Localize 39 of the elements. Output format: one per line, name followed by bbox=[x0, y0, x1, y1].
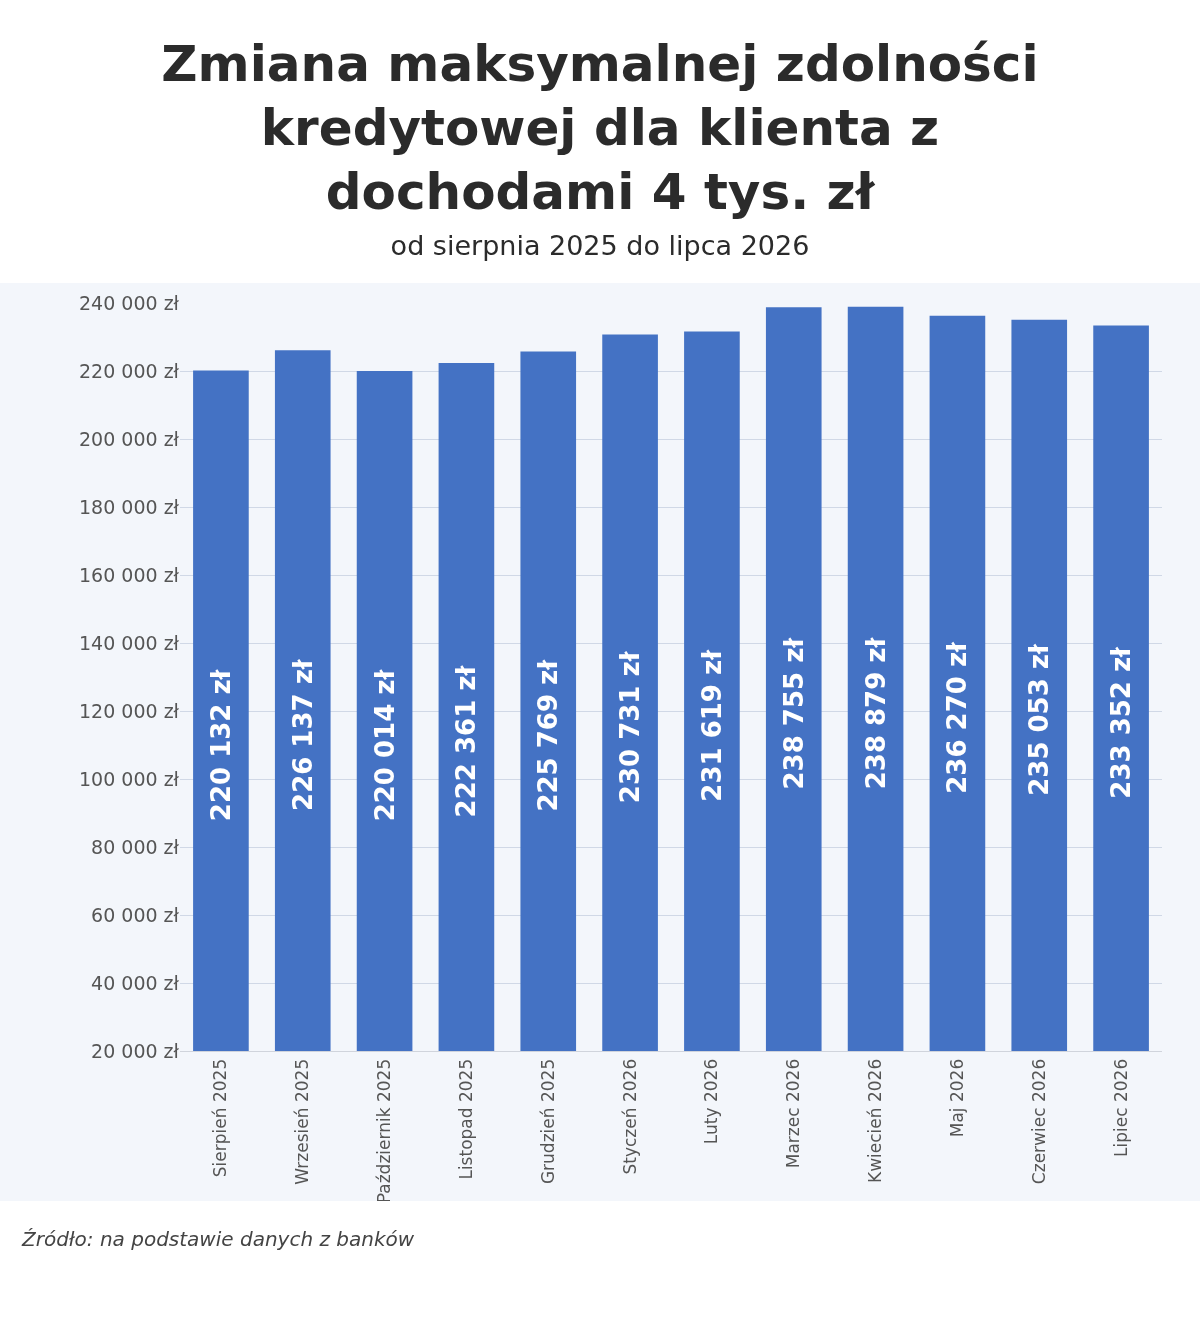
x-tick-label: Sierpień 2025 bbox=[210, 1058, 231, 1178]
y-tick-label: 180 000 zł bbox=[79, 495, 180, 518]
data-label: 220 132 zł bbox=[205, 668, 236, 822]
x-tick-label: Maj 2026 bbox=[946, 1058, 967, 1138]
x-tick-label: Lipiec 2026 bbox=[1110, 1058, 1131, 1157]
y-tick-label: 140 000 zł bbox=[79, 631, 180, 654]
y-tick-label: 40 000 zł bbox=[91, 971, 180, 994]
x-tick-label: Styczeń 2026 bbox=[619, 1058, 640, 1175]
data-label: 238 879 zł bbox=[860, 636, 891, 790]
chart-subtitle: od sierpnia 2025 do lipca 2026 bbox=[389, 230, 811, 261]
y-tick-label: 100 000 zł bbox=[79, 767, 180, 790]
x-tick-label: Listopad 2025 bbox=[455, 1058, 476, 1180]
data-label: 222 361 zł bbox=[451, 664, 482, 818]
y-tick-label: 200 000 zł bbox=[79, 427, 180, 450]
x-tick-label: Październik 2025 bbox=[374, 1058, 395, 1204]
y-tick-label: 80 000 zł bbox=[91, 835, 180, 858]
y-tick-label: 20 000 zł bbox=[91, 1039, 180, 1062]
y-tick-label: 120 000 zł bbox=[79, 699, 180, 722]
data-label: 230 731 zł bbox=[615, 650, 646, 804]
data-label: 235 053 zł bbox=[1024, 643, 1055, 796]
y-tick-label: 160 000 zł bbox=[79, 563, 180, 586]
data-label: 238 755 zł bbox=[778, 636, 809, 790]
x-tick-label: Grudzień 2025 bbox=[537, 1058, 558, 1185]
x-tick-label: Czerwiec 2026 bbox=[1028, 1058, 1049, 1185]
y-tick-label: 220 000 zł bbox=[79, 359, 180, 382]
x-tick-label: Marzec 2026 bbox=[783, 1058, 804, 1169]
x-tick-label: Luty 2026 bbox=[701, 1058, 722, 1145]
data-label: 226 137 zł bbox=[287, 658, 318, 811]
y-tick-label: 240 000 zł bbox=[79, 291, 180, 314]
x-tick-label: Kwiecień 2026 bbox=[865, 1058, 886, 1184]
y-tick-label: 60 000 zł bbox=[91, 903, 180, 926]
data-label: 220 014 zł bbox=[369, 668, 400, 822]
data-label: 233 352 zł bbox=[1106, 645, 1137, 799]
data-label: 225 769 zł bbox=[533, 658, 564, 812]
data-label: 236 270 zł bbox=[942, 640, 973, 794]
x-tick-label: Wrzesień 2025 bbox=[292, 1058, 313, 1185]
chart-title: Zmiana maksymalnej zdolności kredytowej dla klienta z dochodami 4 tys. zł bbox=[160, 34, 1040, 223]
text: Źródło: na podstawie danych z banków bbox=[22, 1227, 416, 1251]
data-label: 231 619 zł bbox=[696, 648, 727, 802]
